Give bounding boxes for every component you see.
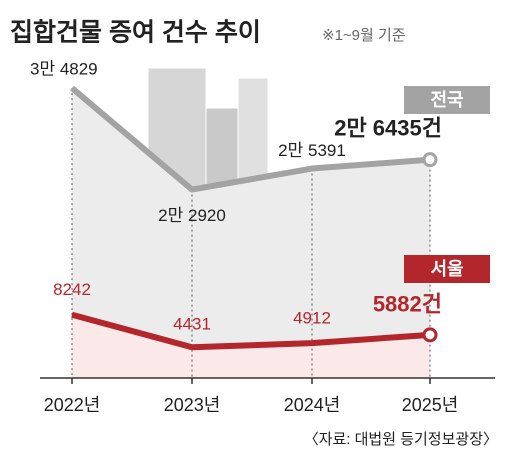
chart-subtitle: ※1~9월 기준	[322, 27, 406, 44]
x-tick-label: 2024년	[284, 395, 341, 415]
legend-box	[404, 86, 490, 114]
line	[71, 311, 431, 351]
line	[70, 85, 431, 193]
end-marker	[422, 327, 438, 343]
legend-label: 서울	[430, 259, 463, 279]
data-label: 2만 2920	[158, 206, 226, 225]
x-tick-label: 2023년	[164, 395, 221, 415]
data-label: 4912	[293, 309, 331, 328]
building-illustration	[147, 67, 269, 189]
data-label: 2만 6435건	[334, 115, 442, 140]
data-label: 2만 5391	[278, 141, 346, 160]
building	[237, 77, 269, 189]
data-label: 3만 4829	[30, 60, 98, 79]
area	[72, 88, 430, 379]
data-label: 4431	[173, 315, 211, 334]
data-label: 5882건	[373, 292, 442, 317]
source: 〈자료: 대법원 등기정보광장〉	[304, 431, 498, 448]
x-tick-label: 2025년	[402, 395, 459, 415]
end-marker	[422, 152, 438, 168]
legend-box	[404, 255, 490, 283]
x-tick-label: 2022년	[44, 395, 101, 415]
data-label: 8242	[53, 280, 91, 299]
legend-label: 전국	[430, 90, 463, 110]
chart-title: 집합건물 증여 건수 추이	[10, 19, 261, 47]
